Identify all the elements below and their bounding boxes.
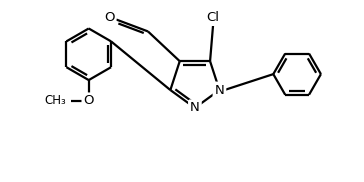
Text: CH₃: CH₃ [44, 94, 66, 107]
Text: N: N [190, 101, 200, 114]
Text: O: O [83, 94, 94, 107]
Text: Cl: Cl [206, 11, 219, 24]
Text: N: N [214, 84, 224, 96]
Text: O: O [104, 11, 115, 24]
